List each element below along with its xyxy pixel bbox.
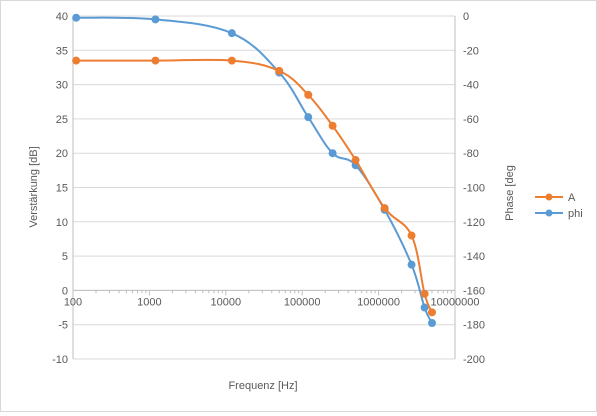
y-right-tick-label: -120: [463, 217, 485, 229]
y-right-tick-label: 0: [463, 11, 469, 23]
data-point-phi: [304, 113, 313, 122]
y-left-tick-label: 15: [56, 183, 68, 195]
y-left-tick-label: -10: [52, 354, 68, 366]
y-left-tick-label: 25: [56, 114, 68, 126]
legend-marker-phi: [545, 209, 553, 217]
x-tick-label: 10000000: [431, 296, 480, 308]
data-point-A: [420, 289, 429, 298]
x-axis-label: Frequenz [Hz]: [228, 380, 297, 392]
legend-label-phi: phi: [568, 208, 583, 220]
y-right-tick-label: -140: [463, 251, 485, 263]
y-left-tick-label: 30: [56, 80, 68, 92]
y-left-tick-label: 20: [56, 148, 68, 160]
y-right-tick-label: -80: [463, 148, 479, 160]
data-point-phi: [328, 149, 337, 158]
y-right-tick-label: -160: [463, 285, 485, 297]
series: [72, 13, 437, 327]
data-point-A: [151, 56, 160, 65]
y-axis-right-label: Phase [deg: [504, 165, 516, 221]
y-left-tick-label: 35: [56, 45, 68, 57]
series-line-A: [76, 58, 433, 313]
y-right-tick-label: -100: [463, 183, 485, 195]
x-tick-label: 100: [64, 296, 82, 308]
data-point-phi: [420, 303, 429, 312]
data-point-A: [328, 121, 337, 130]
y-right-tick-label: -180: [463, 320, 485, 332]
x-tick-label: 10000: [211, 296, 242, 308]
data-point-A: [275, 66, 284, 75]
legend-label-A: A: [568, 192, 576, 204]
data-point-A: [72, 56, 81, 65]
data-point-phi: [407, 260, 416, 269]
y-left-tick-label: 5: [62, 251, 68, 263]
y-right-tick-label: -20: [463, 45, 479, 57]
y-left-tick-label: 40: [56, 11, 68, 23]
y-left-tick-label: -5: [58, 320, 68, 332]
y-left-tick-label: 10: [56, 217, 68, 229]
data-point-A: [304, 90, 313, 99]
axes: -10-50510152025303540-200-180-160-140-12…: [52, 11, 485, 366]
data-point-phi: [72, 13, 81, 22]
x-tick-label: 100000: [284, 296, 321, 308]
data-point-A: [351, 156, 360, 165]
y-right-tick-label: -40: [463, 80, 479, 92]
data-point-phi: [428, 318, 437, 327]
y-left-tick-label: 0: [62, 285, 68, 297]
data-point-A: [428, 308, 437, 317]
legend-marker-A: [545, 193, 553, 201]
x-tick-label: 1000: [137, 296, 161, 308]
data-point-A: [407, 231, 416, 240]
data-point-A: [380, 204, 389, 213]
x-tick-label: 1000000: [357, 296, 400, 308]
y-axis-left-label: Verstärkung [dB]: [28, 146, 40, 227]
data-point-phi: [227, 29, 236, 38]
y-right-tick-label: -200: [463, 354, 485, 366]
data-point-A: [227, 56, 236, 65]
data-point-phi: [151, 15, 160, 24]
y-right-tick-label: -60: [463, 114, 479, 126]
